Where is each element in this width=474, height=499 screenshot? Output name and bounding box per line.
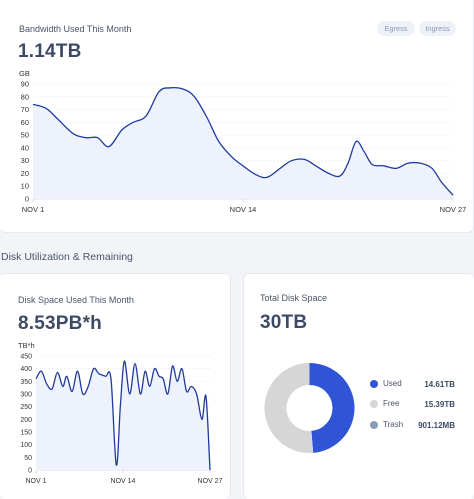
disk-space-y-tick-label: 150	[20, 430, 32, 437]
egress-toggle[interactable]: Egress	[377, 21, 415, 36]
disk-space-chart: 0 50 100 150 200 250 300 350 400 450 NOV 1 NOV 14 NO…	[20, 354, 223, 486]
bandwidth-x-tick-label: NOV 27	[440, 205, 467, 214]
bandwidth-x-tick-label: NOV 1	[22, 205, 45, 214]
bandwidth-unit-label: GB	[19, 69, 30, 78]
legend-value-free: 15.39TB	[424, 400, 455, 409]
bandwidth-y-tick-label: 70	[21, 105, 29, 114]
bandwidth-y-tick-label: 0	[25, 195, 29, 204]
legend-item-used: Used	[370, 378, 470, 390]
disk-space-y-tick-label: 350	[20, 379, 32, 386]
disk-space-area-fill	[36, 361, 210, 470]
legend-dot-free	[370, 400, 378, 408]
bandwidth-value: 1.14TB	[18, 41, 82, 62]
disk-space-series-line	[35, 360, 211, 471]
bandwidth-area-fill	[33, 87, 453, 199]
disk-space-y-tick-label: 200	[20, 417, 32, 424]
disk-space-y-tick-label: 300	[20, 392, 32, 399]
section-title: Disk Utilization & Remaining	[1, 251, 133, 263]
disk-space-y-tick-label: 400	[20, 366, 32, 373]
bandwidth-y-tick-label: 20	[21, 169, 29, 178]
bandwidth-y-tick-label: 10	[21, 182, 29, 191]
donut-slice-free	[264, 363, 314, 453]
disk-space-y-tick-label: 450	[20, 354, 32, 361]
legend-label-used: Used	[383, 379, 402, 388]
bandwidth-card: Bandwidth Used This Month 1.14TB Egress …	[0, 0, 474, 233]
total-disk-card: Total Disk Space 30TB Used 14.61TB Free …	[243, 273, 474, 499]
disk-space-y-tick-label: 250	[20, 404, 32, 411]
legend-value-used: 14.61TB	[424, 380, 455, 389]
disk-space-y-tick-label: 50	[24, 455, 32, 462]
legend-label-free: Free	[383, 399, 400, 408]
legend-dot-trash	[370, 421, 378, 429]
disk-space-card: Disk Space Used This Month 8.53PB*h TB*h…	[0, 273, 231, 499]
disk-space-y-tick-label: 0	[28, 468, 32, 475]
bandwidth-y-tick-label: 40	[21, 143, 29, 152]
legend-item-free: Free	[370, 398, 470, 410]
bandwidth-x-tick-label: NOV 14	[230, 205, 257, 214]
disk-space-x-tick-label: NOV 1	[25, 478, 46, 485]
disk-space-x-tick-label: NOV 14	[111, 478, 136, 485]
disk-space-unit-label: TB*h	[18, 341, 35, 350]
bandwidth-series-line	[32, 86, 454, 196]
bandwidth-y-tick-label: 60	[21, 118, 29, 127]
disk-space-value: 8.53PB*h	[18, 313, 102, 334]
bandwidth-y-tick-label: 90	[21, 80, 29, 89]
bandwidth-y-tick-label: 50	[21, 131, 29, 140]
legend-item-trash: Trash	[370, 419, 470, 431]
bandwidth-chart: 0 10 20 30 40 50 60 70 80 90 NOV 1 NOV 14 NOV 27	[21, 80, 467, 215]
total-disk-title: Total Disk Space	[260, 293, 328, 303]
legend-value-trash: 901.12MB	[418, 421, 455, 430]
disk-space-x-tick-label: NOV 27	[198, 478, 223, 485]
bandwidth-y-tick-label: 80	[21, 92, 29, 101]
total-disk-donut-chart	[264, 363, 355, 453]
bandwidth-y-tick-label: 30	[21, 156, 29, 165]
legend-label-trash: Trash	[383, 420, 404, 429]
disk-space-y-tick-label: 100	[20, 442, 32, 449]
total-disk-value: 30TB	[260, 312, 308, 333]
disk-space-title: Disk Space Used This Month	[18, 295, 134, 305]
ingress-toggle[interactable]: Ingress	[419, 21, 456, 36]
donut-slice-used	[309, 363, 355, 453]
bandwidth-title: Bandwidth Used This Month	[19, 24, 132, 34]
legend-dot-used	[370, 380, 378, 388]
